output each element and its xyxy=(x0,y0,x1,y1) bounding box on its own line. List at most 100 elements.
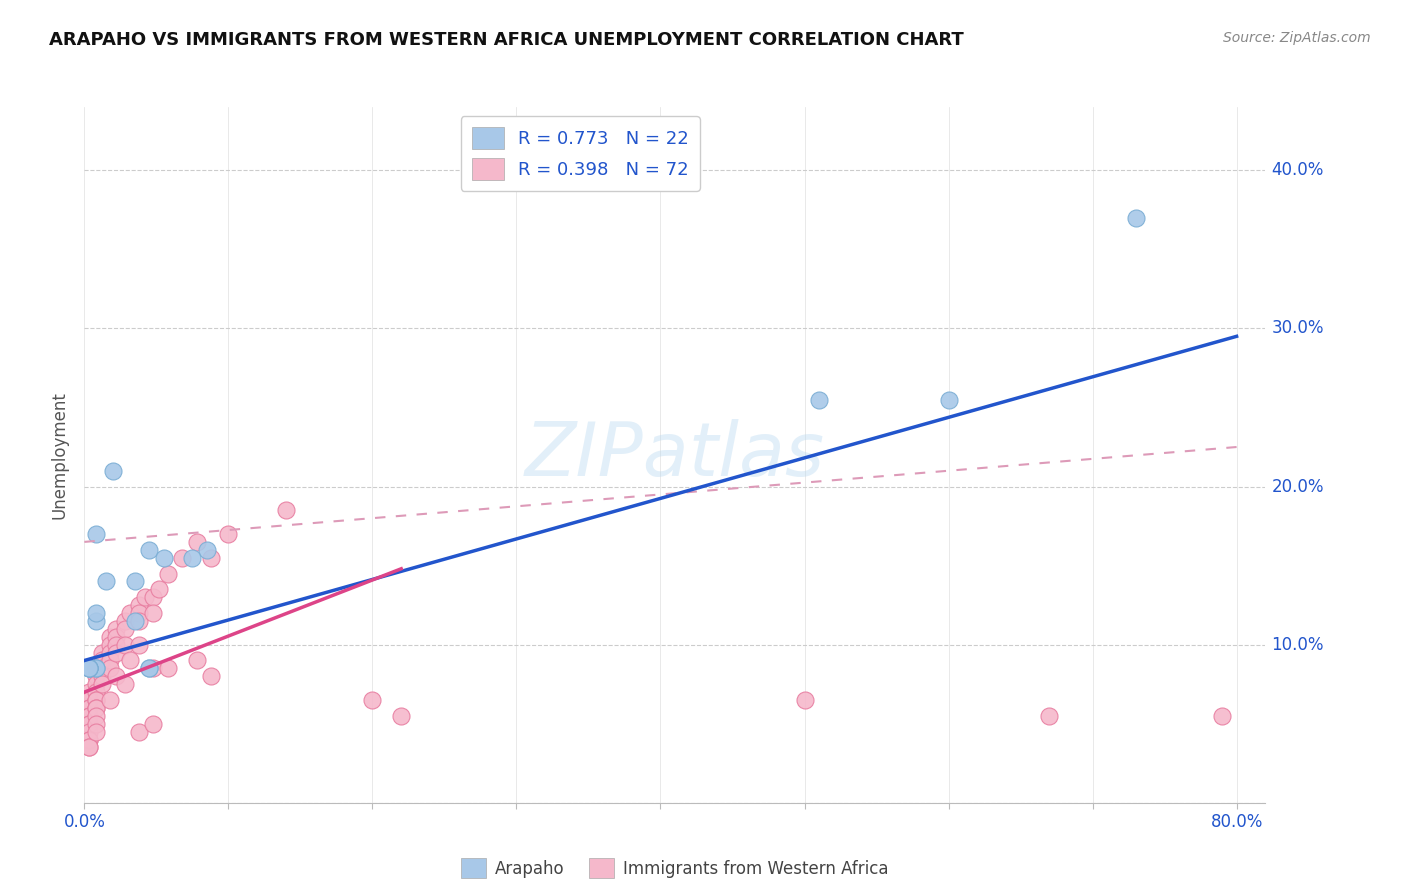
Point xyxy=(172,550,194,565)
Point xyxy=(84,669,107,683)
Point xyxy=(84,716,107,731)
Text: 10.0%: 10.0% xyxy=(1271,636,1324,654)
Point xyxy=(200,669,222,683)
Point xyxy=(77,661,100,675)
Point xyxy=(98,661,121,675)
Point xyxy=(124,574,146,589)
Text: 30.0%: 30.0% xyxy=(1271,319,1324,337)
Point xyxy=(90,653,112,667)
Point xyxy=(138,542,160,557)
Point xyxy=(128,598,150,612)
Point xyxy=(1211,708,1233,723)
Point xyxy=(84,661,107,675)
Point xyxy=(128,638,150,652)
Point xyxy=(94,574,117,589)
Point xyxy=(274,503,297,517)
Point xyxy=(77,716,100,731)
Point xyxy=(217,527,239,541)
Point xyxy=(156,566,179,581)
Point xyxy=(128,724,150,739)
Point xyxy=(77,724,100,739)
Point xyxy=(134,591,156,605)
Point xyxy=(114,638,136,652)
Point xyxy=(120,653,142,667)
Point xyxy=(84,677,107,691)
Point xyxy=(84,701,107,715)
Point xyxy=(84,693,107,707)
Point xyxy=(77,732,100,747)
Point xyxy=(124,614,146,628)
Point xyxy=(77,732,100,747)
Point xyxy=(1125,211,1147,225)
Point xyxy=(77,693,100,707)
Text: 40.0%: 40.0% xyxy=(1271,161,1323,179)
Point xyxy=(105,630,128,644)
Point xyxy=(114,614,136,628)
Point xyxy=(98,638,121,652)
Point xyxy=(128,606,150,620)
Point xyxy=(142,716,165,731)
Point xyxy=(84,614,107,628)
Point xyxy=(105,669,128,683)
Point xyxy=(84,685,107,699)
Point xyxy=(84,606,107,620)
Point xyxy=(84,693,107,707)
Point xyxy=(142,661,165,675)
Point xyxy=(793,693,815,707)
Point xyxy=(389,708,412,723)
Point xyxy=(84,724,107,739)
Point xyxy=(148,582,170,597)
Point xyxy=(84,661,107,675)
Text: ZIPatlas: ZIPatlas xyxy=(524,419,825,491)
Point xyxy=(938,392,960,407)
Point xyxy=(181,550,204,565)
Point xyxy=(156,661,179,675)
Point xyxy=(77,661,100,675)
Point xyxy=(77,693,100,707)
Point xyxy=(77,708,100,723)
Text: Source: ZipAtlas.com: Source: ZipAtlas.com xyxy=(1223,31,1371,45)
Point xyxy=(98,630,121,644)
Point xyxy=(186,653,208,667)
Point xyxy=(77,701,100,715)
Point xyxy=(114,622,136,636)
Point xyxy=(90,646,112,660)
Point xyxy=(98,653,121,667)
Point xyxy=(114,677,136,691)
Point xyxy=(84,661,107,675)
Point xyxy=(77,685,100,699)
Point xyxy=(142,591,165,605)
Point xyxy=(807,392,830,407)
Point xyxy=(84,527,107,541)
Point xyxy=(84,701,107,715)
Point xyxy=(101,464,124,478)
Point xyxy=(105,646,128,660)
Point xyxy=(90,677,112,691)
Point xyxy=(200,550,222,565)
Point xyxy=(138,661,160,675)
Point xyxy=(186,534,208,549)
Point xyxy=(90,669,112,683)
Point xyxy=(77,661,100,675)
Point xyxy=(77,716,100,731)
Point xyxy=(105,638,128,652)
Point xyxy=(1038,708,1060,723)
Point xyxy=(120,606,142,620)
Point xyxy=(98,646,121,660)
Point xyxy=(77,740,100,755)
Point xyxy=(77,708,100,723)
Point xyxy=(105,622,128,636)
Point xyxy=(195,542,218,557)
Point xyxy=(138,661,160,675)
Point xyxy=(77,740,100,755)
Point xyxy=(361,693,384,707)
Point xyxy=(128,614,150,628)
Point xyxy=(142,606,165,620)
Point xyxy=(152,550,174,565)
Point xyxy=(77,701,100,715)
Point xyxy=(84,708,107,723)
Point xyxy=(90,661,112,675)
Point xyxy=(98,693,121,707)
Point xyxy=(77,661,100,675)
Legend: Arapaho, Immigrants from Western Africa: Arapaho, Immigrants from Western Africa xyxy=(454,851,896,885)
